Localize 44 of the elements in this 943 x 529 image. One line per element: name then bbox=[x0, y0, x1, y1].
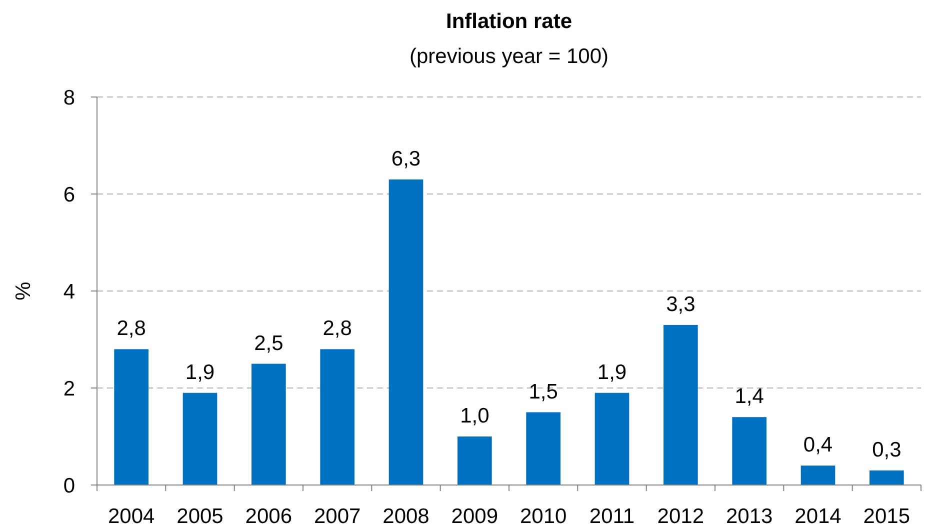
bar bbox=[252, 364, 286, 485]
data-label: 1,9 bbox=[597, 360, 627, 384]
bar bbox=[526, 412, 560, 485]
data-label: 2,5 bbox=[254, 332, 284, 355]
x-tick-label: 2015 bbox=[863, 505, 910, 528]
data-label: 0,3 bbox=[872, 438, 902, 462]
x-tick-label: 2005 bbox=[176, 505, 224, 528]
data-label: 1,4 bbox=[734, 385, 764, 408]
bar bbox=[320, 349, 354, 485]
x-tick-label: 2006 bbox=[245, 505, 292, 528]
bar bbox=[182, 392, 218, 485]
bar bbox=[800, 466, 836, 485]
bar bbox=[594, 392, 630, 485]
bar bbox=[458, 436, 492, 485]
bar bbox=[114, 349, 148, 485]
data-label: 3,3 bbox=[666, 292, 696, 316]
x-tick-label: 2004 bbox=[108, 505, 156, 528]
x-tick-label: 2011 bbox=[589, 505, 635, 528]
data-label: 6,3 bbox=[391, 147, 421, 170]
y-tick-label: 8 bbox=[63, 86, 75, 110]
chart-subtitle: (previous year = 100) bbox=[409, 45, 609, 68]
bar bbox=[388, 179, 424, 485]
x-tick-label: 2010 bbox=[520, 505, 567, 528]
y-tick-label: 2 bbox=[63, 377, 75, 400]
x-tick-label: 2007 bbox=[314, 505, 361, 528]
x-tick-label: 2013 bbox=[726, 505, 773, 528]
data-label: 2,8 bbox=[116, 317, 146, 340]
bar bbox=[870, 470, 904, 485]
y-tick-label: 4 bbox=[63, 280, 76, 304]
data-label: 1,9 bbox=[185, 360, 215, 384]
y-tick-label: 6 bbox=[63, 183, 75, 206]
x-tick-label: 2009 bbox=[451, 505, 498, 528]
x-tick-label: 2012 bbox=[657, 505, 704, 528]
bar bbox=[664, 324, 698, 485]
data-label: 2,8 bbox=[322, 317, 352, 340]
y-axis-title: % bbox=[12, 282, 35, 300]
y-tick-label: 0 bbox=[63, 474, 75, 498]
bar bbox=[732, 417, 766, 485]
chart-title: Inflation rate bbox=[446, 10, 572, 33]
data-label: 1,0 bbox=[460, 404, 490, 428]
x-tick-label: 2014 bbox=[794, 505, 842, 528]
x-tick-label: 2008 bbox=[382, 505, 430, 528]
data-label: 0,4 bbox=[803, 434, 833, 457]
data-label: 1,5 bbox=[528, 380, 558, 404]
